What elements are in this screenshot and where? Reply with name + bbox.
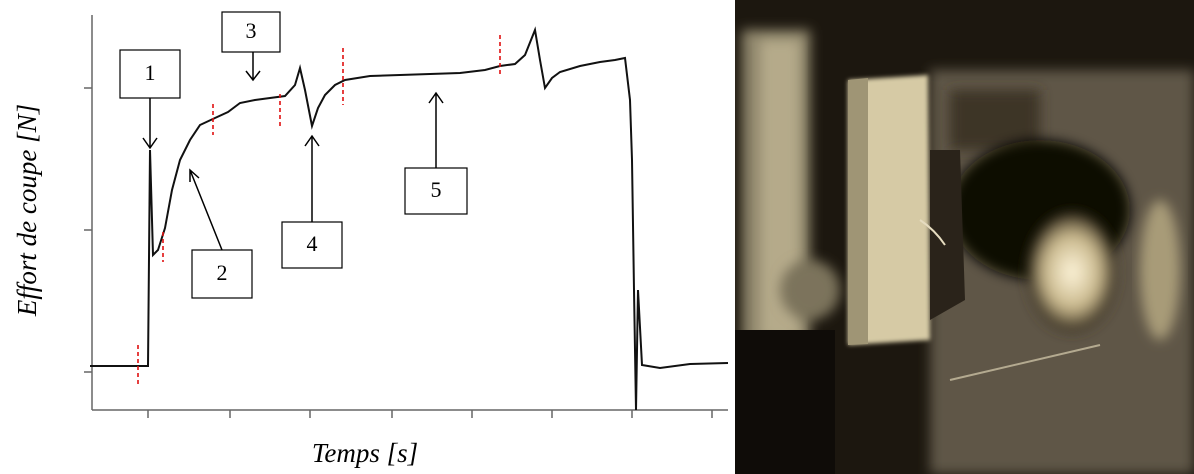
annotation-label: 3	[246, 18, 257, 43]
annotation-1: 1	[119, 49, 181, 150]
force-curve	[90, 26, 729, 411]
annotation-label: 1	[145, 60, 156, 85]
annotation-label: 5	[431, 177, 442, 202]
axes	[84, 15, 728, 418]
annotation-label: 2	[217, 260, 228, 285]
annotation-3: 3	[221, 11, 281, 82]
annotation-2: 2	[189, 168, 253, 299]
annotation-label: 4	[307, 231, 318, 256]
annotation-4: 4	[281, 134, 343, 269]
y-axis-label: Effort de coupe [N]	[12, 104, 42, 317]
annotation-5: 5	[404, 91, 468, 215]
photo	[735, 0, 1194, 474]
x-axis-label: Temps [s]	[312, 438, 418, 468]
phase-markers	[137, 35, 501, 386]
